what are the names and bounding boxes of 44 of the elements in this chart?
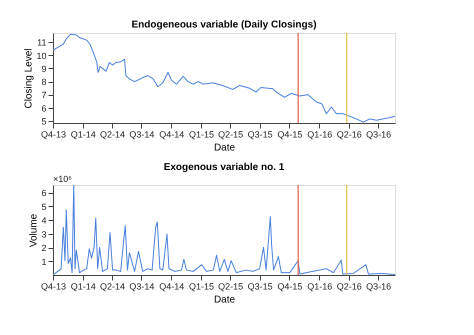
x-tick-label: Q3-15 (248, 282, 273, 292)
x-tick-label: Q4-15 (277, 282, 302, 292)
x-axis-title: Date (214, 294, 236, 306)
y-tick-label: 1 (41, 256, 46, 267)
y-tick-label: 5 (41, 116, 46, 126)
x-tick-label: Q1-15 (189, 282, 214, 292)
y-axis-title: Closing Level (23, 48, 34, 109)
x-tick-label: Q1-15 (189, 130, 214, 140)
x-tick-label: Q2-16 (336, 282, 362, 292)
y-tick-label: 6 (41, 103, 46, 114)
x-tick-label: Q4-14 (159, 130, 184, 140)
x-tick-label: Q3-15 (248, 130, 273, 140)
y-axis-title: Volume (28, 213, 40, 248)
x-tick-label: Q1-16 (307, 130, 332, 140)
x-axis-title: Date (214, 142, 236, 154)
x-tick-label: Q3-16 (366, 282, 392, 292)
y-tick-label: 5 (41, 202, 46, 212)
x-tick-label: Q2-16 (336, 130, 362, 140)
y-tick-label: 11 (37, 38, 46, 48)
x-tick-label: Q3-16 (366, 130, 392, 140)
x-tick-label: Q4-13 (40, 282, 66, 292)
x-tick-label: Q1-16 (307, 282, 332, 292)
chart-title: Endogeneous variable (Daily Closings) (131, 19, 317, 30)
y-tick-label: 7 (41, 90, 46, 100)
x-tick-label: Q3-14 (129, 282, 154, 292)
y-tick-label: 9 (41, 64, 46, 74)
y-tick-label: 3 (41, 229, 46, 240)
x-tick-label: Q4-15 (277, 130, 302, 140)
x-tick-label: Q4-13 (40, 130, 66, 140)
y-tick-label: 2 (41, 243, 46, 254)
text: ×10⁶ (53, 174, 72, 184)
x-tick-label: Q2-14 (100, 282, 125, 292)
x-tick-label: Q4-14 (159, 282, 184, 292)
y-tick-label: 10 (36, 50, 46, 61)
x-tick-label: Q1-14 (70, 282, 96, 292)
x-tick-label: Q2-14 (100, 130, 125, 140)
y-tick-label: 6 (41, 188, 46, 198)
x-tick-label: Q3-14 (129, 130, 154, 140)
x-tick-label: Q1-14 (70, 130, 96, 140)
x-tick-label: Q2-15 (218, 130, 244, 140)
y-tick-label: 4 (41, 216, 46, 226)
y-tick-label: 8 (41, 77, 46, 88)
x-tick-label: Q2-15 (218, 282, 244, 292)
chart-title: Exogenous variable no. 1 (164, 162, 285, 173)
